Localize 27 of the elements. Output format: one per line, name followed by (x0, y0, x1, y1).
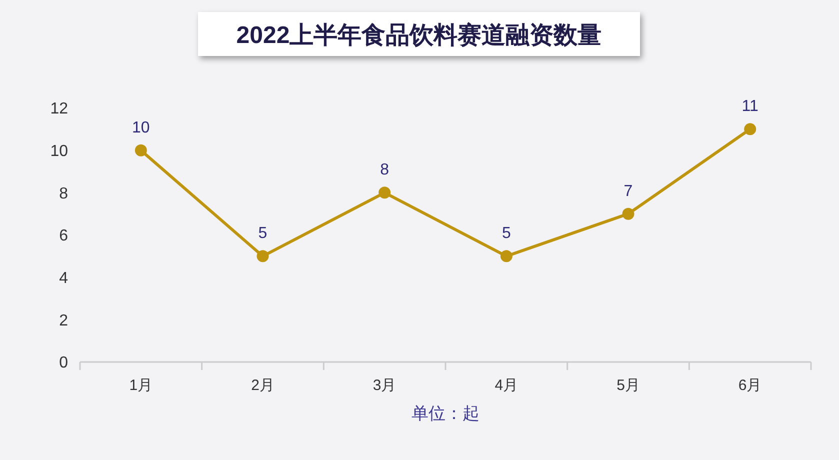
x-tick-label: 3月 (372, 377, 396, 394)
y-tick-label: 12 (50, 100, 68, 118)
point (622, 208, 634, 220)
y-tick-label: 8 (59, 185, 68, 202)
y-tick-label: 6 (59, 228, 68, 245)
x-tick-label: 1月 (129, 377, 153, 394)
y-tick-label: 2 (59, 312, 68, 330)
x-axis-title: 单位：起 (412, 404, 480, 423)
point (744, 123, 756, 136)
x-tick-label: 2月 (251, 377, 274, 394)
point (134, 144, 147, 156)
y-tick-label: 10 (50, 142, 68, 160)
data-label: 5 (502, 225, 511, 242)
point (378, 186, 391, 199)
data-label: 10 (132, 119, 150, 136)
x-tick-label: 6月 (738, 377, 762, 394)
data-label: 5 (258, 225, 268, 242)
data-label: 7 (624, 182, 633, 200)
chart-title: 2022上半年食品饮料赛道融资数量 (236, 22, 602, 49)
x-tick-label: 5月 (616, 377, 640, 394)
data-label: 8 (380, 162, 390, 179)
y-tick-label: 0 (59, 354, 68, 372)
point (500, 250, 512, 262)
data-label: 11 (742, 98, 758, 116)
point (256, 250, 269, 262)
x-tick-label: 4月 (494, 377, 518, 394)
y-tick-label: 4 (59, 270, 68, 287)
